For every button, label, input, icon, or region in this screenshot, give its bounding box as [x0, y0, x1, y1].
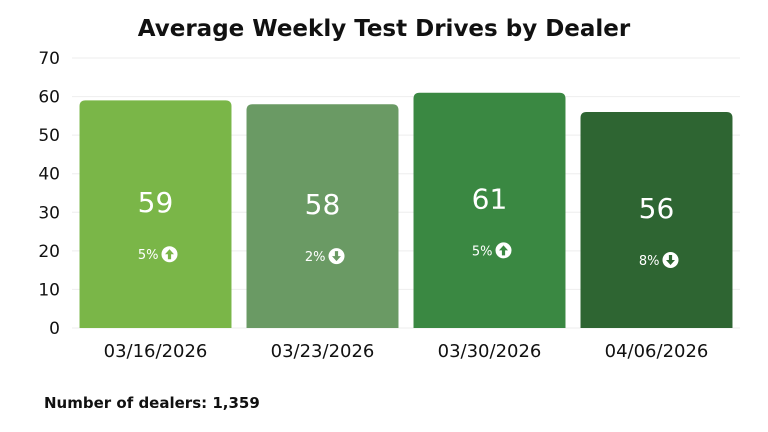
bar	[580, 112, 733, 328]
arrow-up-circle-icon	[161, 246, 178, 263]
chart-title: Average Weekly Test Drives by Dealer	[138, 16, 631, 42]
y-tick-label: 50	[38, 126, 60, 146]
y-tick-label: 40	[38, 165, 60, 185]
x-tick-label: 03/30/2026	[438, 341, 542, 362]
x-axis: 03/16/2026 03/23/2026 03/30/2026 04/06/2026	[104, 341, 709, 362]
bar	[246, 104, 399, 329]
y-tick-label: 0	[49, 319, 60, 339]
y-tick-label: 60	[38, 88, 60, 108]
bar-value-label: 58	[305, 188, 341, 221]
arrow-down-circle-icon	[328, 248, 345, 265]
bar-change-label: 5%	[472, 244, 493, 259]
y-tick-label: 10	[38, 280, 60, 300]
dealer-count-footnote: Number of dealers: 1,359	[44, 394, 260, 412]
bar-change-label: 2%	[305, 250, 326, 265]
bar-change-label: 5%	[138, 248, 159, 263]
bar-value-label: 61	[472, 182, 508, 215]
y-tick-label: 20	[38, 242, 60, 262]
bar-group: 61 5%	[413, 92, 566, 328]
x-tick-label: 04/06/2026	[605, 341, 709, 362]
bars: 59 5% 58 2% 61 5% 56 8%	[79, 92, 733, 329]
bar-group: 58 2%	[246, 104, 399, 329]
bar-change-label: 8%	[639, 254, 660, 269]
bar-value-label: 59	[138, 186, 174, 219]
bar	[413, 92, 566, 328]
x-tick-label: 03/16/2026	[104, 341, 208, 362]
y-tick-label: 30	[38, 203, 60, 223]
bar-group: 59 5%	[79, 100, 232, 328]
arrow-down-circle-icon	[662, 252, 679, 268]
y-axis: 0 10 20 30 40 50 60 70	[38, 49, 60, 339]
y-tick-label: 70	[38, 49, 60, 69]
bar-group: 56 8%	[580, 112, 733, 328]
x-tick-label: 03/23/2026	[271, 341, 375, 362]
bar-value-label: 56	[639, 192, 675, 225]
bar	[79, 100, 232, 328]
arrow-up-circle-icon	[495, 242, 512, 259]
